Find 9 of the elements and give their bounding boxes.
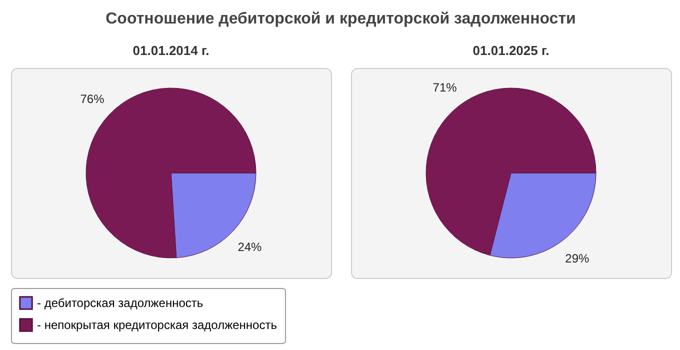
data-label: 71%	[432, 80, 458, 95]
chart-subtitle: 01.01.2014 г.	[132, 43, 210, 58]
data-label: 24%	[238, 240, 262, 254]
data-label: 76%	[80, 92, 105, 106]
data-label: 29%	[565, 251, 590, 266]
text: Соотношение дебиторской и кредиторской задолженности	[106, 10, 576, 28]
chart-subtitle: 01.01.2025 г.	[472, 43, 550, 58]
legend-label: - дебиторская задолженность	[37, 296, 204, 310]
legend-label: - непокрытая кредиторская задолженность	[37, 318, 277, 332]
